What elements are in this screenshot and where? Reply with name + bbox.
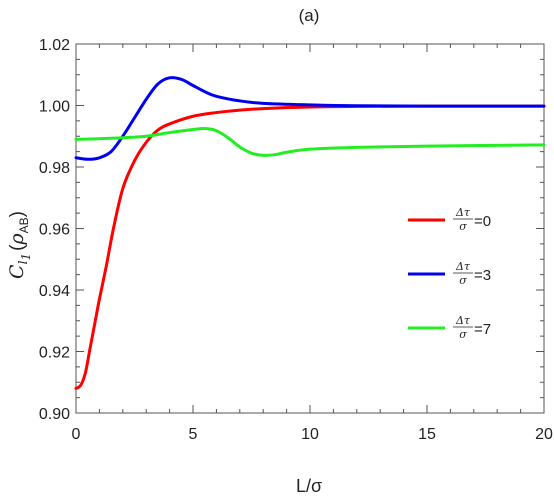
y-tick-label: 0.96 [39, 222, 70, 239]
legend-numerator-2: Δτ [455, 314, 471, 327]
legend-denominator-2: σ [459, 328, 467, 341]
legend-numerator-0: Δτ [455, 206, 471, 219]
y-axis-label: Cl1 (ρAB) [6, 211, 33, 279]
legend-denominator-0: σ [459, 220, 467, 233]
legend-value-1: =3 [474, 267, 491, 284]
y-tick-label: 0.98 [39, 160, 70, 177]
y-label-sub-index: 1 [19, 253, 33, 261]
x-axis: 0 5 10 15 20 [72, 44, 553, 443]
x-tick-label: 5 [189, 426, 198, 443]
y-label-open-paren: ( [7, 244, 28, 251]
x-tick-label: 0 [72, 426, 81, 443]
legend-value-2: =7 [474, 321, 491, 338]
y-label-sub-letter: l [16, 260, 30, 264]
y-label-rho-sub: AB [17, 217, 31, 233]
y-axis: 0.90 0.92 0.94 0.96 0.98 1.00 1.02 [39, 37, 544, 423]
x-tick-label: 20 [535, 426, 553, 443]
y-label-close-paren: ) [7, 211, 28, 217]
y-tick-label: 1.02 [39, 37, 70, 54]
y-tick-label: 0.94 [39, 283, 70, 300]
chart-title: (a) [299, 6, 320, 25]
series-line-0 [74, 104, 546, 390]
series-line-1 [74, 76, 546, 161]
x-tick-label: 15 [418, 426, 436, 443]
series-layer [74, 76, 546, 390]
y-tick-label: 0.90 [39, 406, 70, 423]
y-label-main: C [6, 264, 28, 279]
series-line-2 [74, 127, 546, 157]
y-label-rho: ρ [6, 233, 28, 246]
legend-numerator-1: Δτ [455, 260, 471, 273]
x-axis-label: L/σ [296, 476, 322, 496]
y-tick-label: 1.00 [39, 99, 70, 116]
y-tick-label: 0.92 [39, 345, 70, 362]
legend-denominator-1: σ [459, 274, 467, 287]
y-axis-label-text: Cl1 (ρAB) [6, 211, 33, 279]
legend-value-0: =0 [474, 213, 491, 230]
x-tick-label: 10 [301, 426, 319, 443]
